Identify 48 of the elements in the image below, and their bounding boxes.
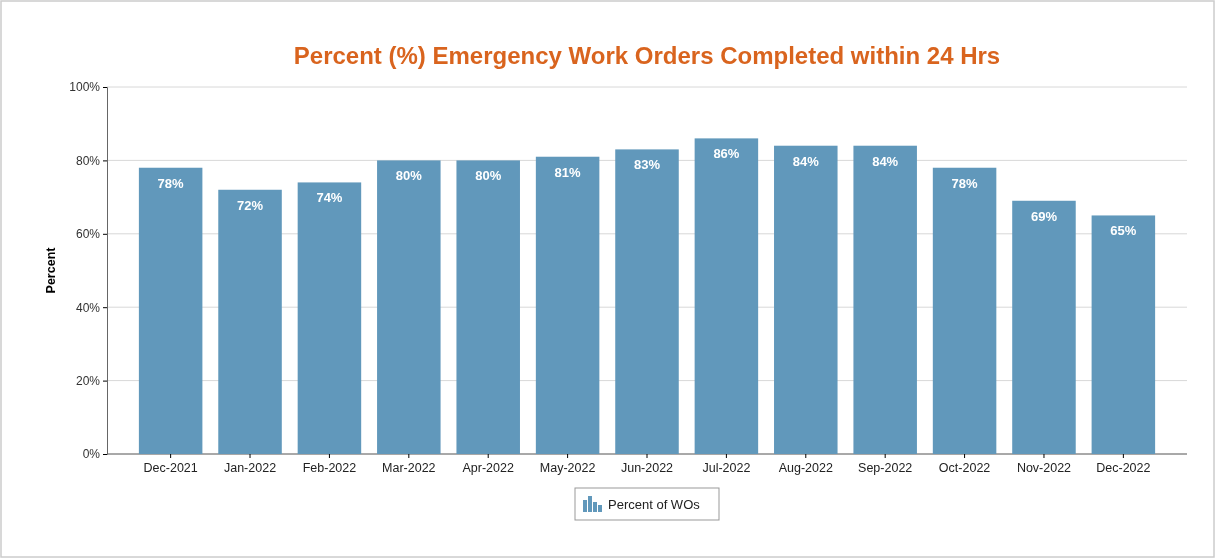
x-tick-label: May-2022: [539, 461, 596, 476]
bar: [853, 145, 917, 454]
x-tick-label: Sep-2022: [858, 461, 913, 476]
data-label: 65%: [1110, 223, 1137, 239]
bar: [774, 145, 838, 454]
x-tick-label: Dec-2022: [1096, 461, 1151, 476]
x-tick-label: Jun-2022: [620, 461, 674, 476]
x-tick-label: Dec-2021: [143, 461, 198, 476]
bar: [535, 156, 600, 454]
legend-label: Percent of WOs: [608, 497, 701, 512]
bar: [1091, 215, 1156, 454]
data-label: 80%: [475, 168, 502, 184]
data-label: 80%: [395, 168, 423, 184]
data-label: 83%: [633, 157, 661, 173]
y-tick-label: 20%: [75, 373, 101, 388]
bar: [297, 182, 362, 454]
bar: [615, 149, 679, 454]
bar: [932, 167, 997, 454]
bar: [218, 189, 282, 454]
y-tick-label: 100%: [69, 80, 101, 95]
bar: [377, 160, 441, 454]
data-label: 78%: [157, 175, 185, 191]
y-tick-label: 60%: [75, 227, 101, 242]
data-label: 72%: [237, 197, 264, 213]
bar: [456, 160, 520, 454]
x-tick-label: Feb-2022: [302, 461, 357, 476]
data-label: 74%: [316, 190, 343, 206]
bar: [694, 138, 759, 454]
chart-title: Percent (%) Emergency Work Orders Completed within 24 Hrs: [293, 42, 1001, 69]
data-label: 86%: [713, 146, 740, 162]
data-label: 81%: [554, 164, 582, 180]
x-tick-label: Apr-2022: [462, 461, 514, 476]
x-tick-label: Jul-2022: [702, 461, 751, 476]
x-tick-label: Oct-2022: [938, 461, 991, 476]
bar: [138, 167, 203, 454]
y-axis-title: Percent: [44, 246, 58, 294]
y-tick-label: 0%: [82, 447, 101, 462]
x-tick-label: Jan-2022: [223, 461, 277, 476]
data-label: 84%: [792, 153, 820, 169]
y-tick-label: 40%: [75, 300, 101, 315]
y-tick-label: 80%: [75, 153, 101, 168]
data-label: 84%: [872, 153, 899, 169]
x-tick-label: Aug-2022: [778, 461, 833, 476]
x-tick-label: Mar-2022: [382, 461, 436, 476]
bar: [1012, 200, 1076, 454]
data-label: 69%: [1030, 208, 1058, 224]
data-label: 78%: [951, 175, 979, 191]
x-tick-label: Nov-2022: [1016, 461, 1072, 476]
